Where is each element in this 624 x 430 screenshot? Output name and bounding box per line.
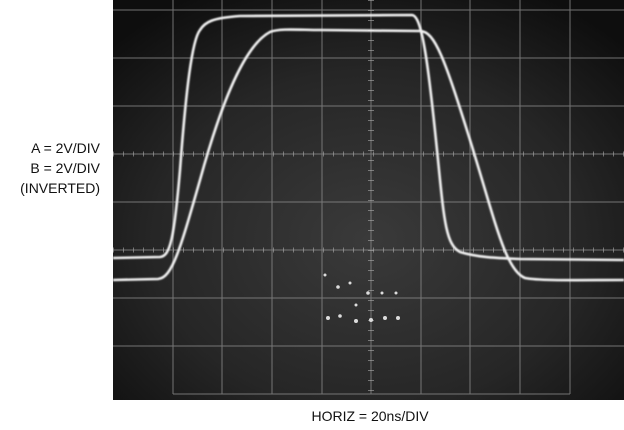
trace-a bbox=[112, 13, 624, 262]
channel-b-note: (INVERTED) bbox=[20, 180, 100, 196]
traces bbox=[112, 13, 624, 282]
channel-b-label: B = 2V/DIV bbox=[30, 160, 100, 176]
screen-dots bbox=[323, 273, 400, 323]
horizontal-label: HORIZ = 20ns/DIV bbox=[311, 408, 429, 424]
trace-b bbox=[112, 28, 624, 282]
channel-a-label: A = 2V/DIV bbox=[31, 140, 100, 156]
scope-screen bbox=[112, 0, 624, 400]
